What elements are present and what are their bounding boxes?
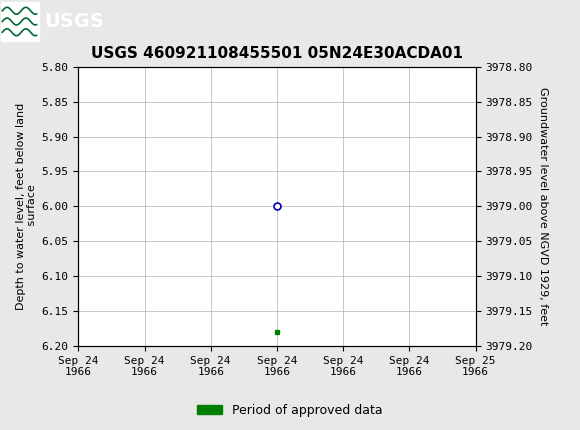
Y-axis label: Depth to water level, feet below land
 surface: Depth to water level, feet below land su… [16,103,38,310]
FancyBboxPatch shape [1,2,39,41]
Title: USGS 460921108455501 05N24E30ACDA01: USGS 460921108455501 05N24E30ACDA01 [91,46,463,61]
Text: USGS: USGS [45,12,104,31]
Legend: Period of approved data: Period of approved data [192,399,388,421]
Y-axis label: Groundwater level above NGVD 1929, feet: Groundwater level above NGVD 1929, feet [538,87,548,326]
